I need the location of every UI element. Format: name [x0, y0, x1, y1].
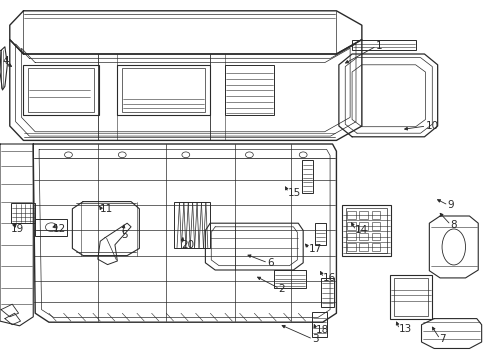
Bar	[28, 68, 94, 112]
Bar	[346, 233, 355, 240]
Bar	[346, 243, 355, 251]
Bar	[346, 222, 355, 230]
Bar	[359, 211, 367, 219]
Text: 2: 2	[278, 284, 285, 294]
Bar	[393, 278, 427, 316]
Text: 14: 14	[354, 225, 367, 235]
Text: 17: 17	[308, 244, 321, 254]
Text: 1: 1	[375, 41, 382, 51]
Bar	[302, 160, 312, 193]
Bar	[117, 65, 210, 115]
Bar	[351, 40, 415, 50]
Bar	[11, 203, 35, 223]
Bar	[389, 275, 431, 319]
Text: 8: 8	[449, 220, 456, 230]
Text: 5: 5	[121, 230, 128, 240]
Bar	[122, 68, 205, 112]
Bar	[320, 278, 334, 307]
Bar	[314, 223, 325, 245]
Text: 9: 9	[447, 200, 453, 210]
Bar	[359, 222, 367, 230]
Text: 4: 4	[2, 56, 9, 66]
Bar	[23, 65, 99, 115]
Text: 11: 11	[100, 204, 113, 214]
Bar	[346, 208, 386, 253]
Bar	[359, 243, 367, 251]
Text: 16: 16	[322, 273, 335, 283]
Bar	[371, 222, 380, 230]
Bar	[311, 312, 326, 337]
Text: 13: 13	[398, 324, 411, 334]
Bar	[173, 202, 210, 248]
Text: 15: 15	[287, 188, 300, 198]
Bar	[224, 65, 273, 115]
Bar	[35, 219, 67, 236]
Bar	[342, 205, 390, 256]
Bar	[273, 270, 305, 288]
Text: 6: 6	[266, 258, 273, 268]
Text: 19: 19	[11, 224, 24, 234]
Bar	[371, 243, 380, 251]
Bar	[371, 211, 380, 219]
Bar	[359, 233, 367, 240]
Text: 12: 12	[53, 224, 66, 234]
Text: 7: 7	[438, 334, 445, 344]
Text: 3: 3	[311, 334, 318, 344]
Bar	[346, 211, 355, 219]
Text: 20: 20	[181, 240, 194, 250]
Text: 10: 10	[425, 121, 438, 131]
Text: 18: 18	[315, 325, 328, 336]
Bar	[371, 233, 380, 240]
